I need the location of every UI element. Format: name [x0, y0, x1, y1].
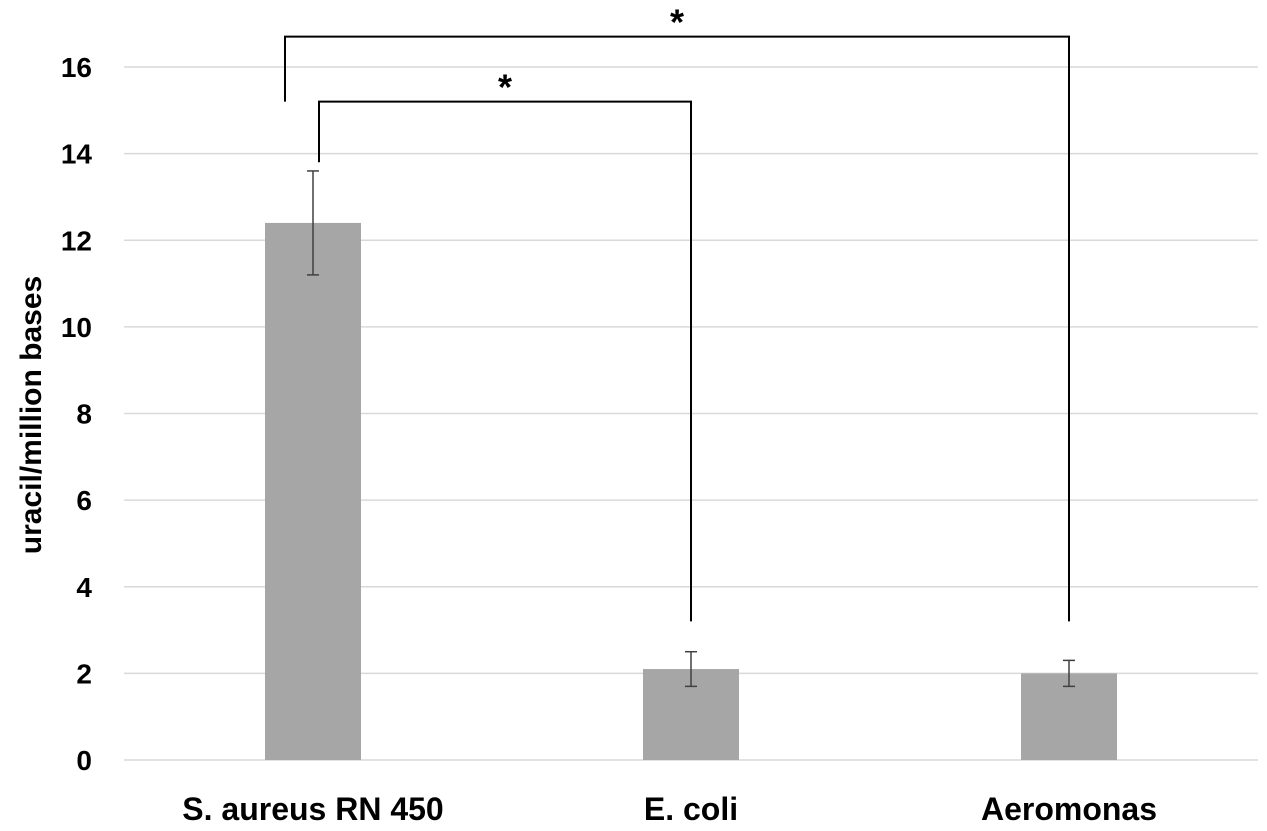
y-tick-labels: 0 2 4 6 8 10 12 14 16 — [61, 52, 93, 776]
y-tick-label: 8 — [76, 399, 92, 430]
significance-brackets: ** — [284, 2, 1070, 622]
y-tick-label: 12 — [61, 225, 92, 256]
significance-marker: * — [670, 2, 684, 43]
y-tick-label: 2 — [76, 658, 92, 689]
x-tick-labels: S. aureus RN 450 E. coli Aeromonas — [182, 791, 1157, 827]
x-tick-label: E. coli — [644, 791, 738, 827]
y-tick-label: 0 — [76, 745, 92, 776]
bars — [265, 222, 1117, 761]
significance-bracket — [318, 100, 692, 622]
y-axis-label: uracil/million bases — [15, 276, 48, 554]
y-tick-label: 6 — [76, 485, 92, 516]
x-tick-label: Aeromonas — [981, 791, 1157, 827]
y-tick-label: 14 — [61, 139, 93, 170]
bar — [265, 222, 361, 761]
y-tick-label: 16 — [61, 52, 92, 83]
y-tick-label: 4 — [76, 572, 92, 603]
bar — [1021, 673, 1117, 760]
y-tick-label: 10 — [61, 312, 92, 343]
significance-bracket — [284, 35, 1070, 622]
significance-marker: * — [498, 67, 512, 108]
error-bars — [307, 170, 1075, 688]
x-tick-label: S. aureus RN 450 — [182, 791, 443, 827]
